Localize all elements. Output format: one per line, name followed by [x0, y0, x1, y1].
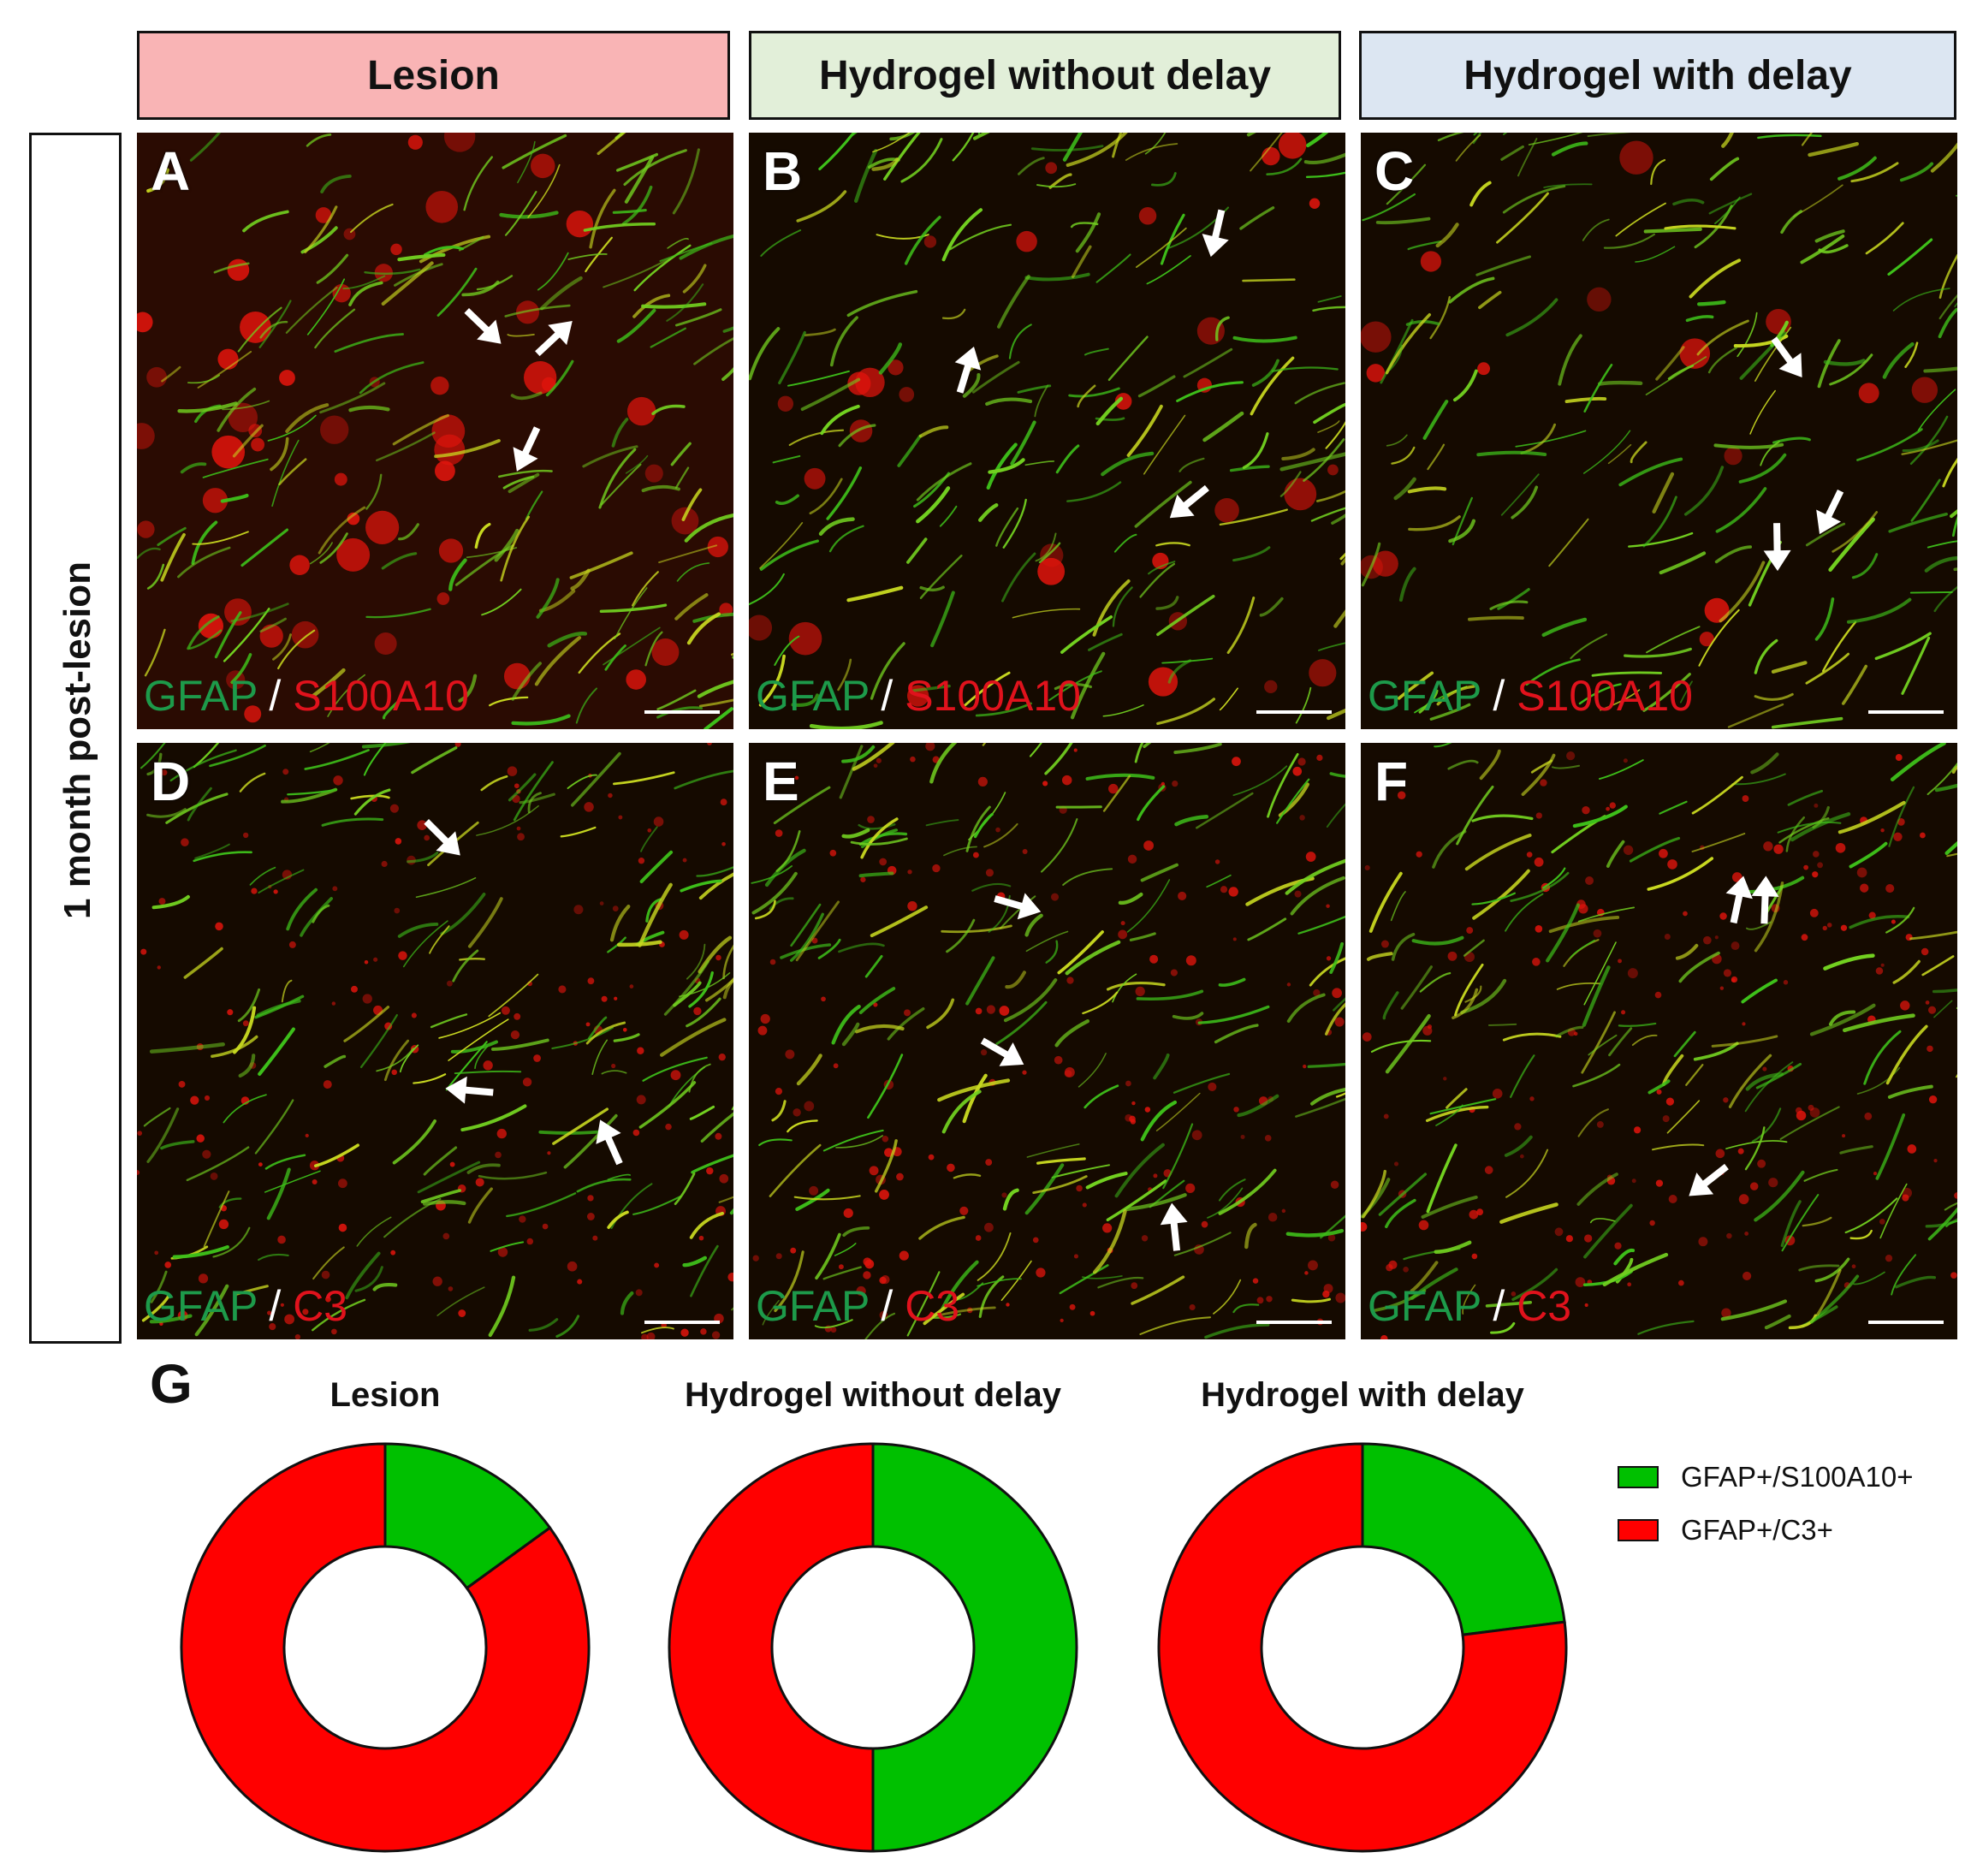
arrow-icon [1160, 1202, 1188, 1251]
donut-slice-c3 [180, 1442, 591, 1853]
arrow-icon [1689, 1163, 1729, 1196]
donut-chart-lesion [180, 1442, 591, 1853]
micrograph-image [137, 133, 733, 729]
donut-slice-c3 [1157, 1442, 1568, 1853]
arrow-icon [1763, 523, 1791, 572]
micrograph-panel-e: E GFAP / C3 [749, 743, 1345, 1339]
column-header-hydrogel-without-delay: Hydrogel without delay [749, 31, 1341, 120]
donut-title-hydrogel-with-delay: Hydrogel with delay [1201, 1376, 1524, 1414]
panel-letter: C [1374, 140, 1415, 202]
row-header-label: 1 month post-lesion [56, 561, 98, 919]
micrograph-image [137, 743, 733, 1339]
panel-letter: B [763, 140, 803, 202]
arrow-icon [980, 1037, 1024, 1066]
legend-item-s100a10: GFAP+/S100A10+ [1618, 1451, 1914, 1504]
micrograph-panel-f: F GFAP / C3 [1361, 743, 1957, 1339]
arrow-icon [1816, 489, 1844, 535]
donut-title-hydrogel-without-delay: Hydrogel without delay [684, 1376, 1062, 1414]
micrograph-panel-a: A GFAP / S100A10 [137, 133, 733, 729]
donut-slice-s100a10 [1361, 1442, 1566, 1636]
legend-swatch [1618, 1519, 1659, 1541]
arrow-icon [1771, 336, 1802, 378]
arrow-icon [596, 1119, 623, 1166]
chart-legend: GFAP+/S100A10+ GFAP+/C3+ [1618, 1451, 1914, 1557]
legend-swatch [1618, 1466, 1659, 1488]
micrograph-image [749, 133, 1345, 729]
arrow-icon [954, 347, 982, 394]
row-header: 1 month post-lesion [29, 133, 122, 1344]
scale-bar [644, 710, 720, 714]
arrow-icon [513, 426, 541, 472]
micrograph-panel-c: C GFAP / S100A10 [1361, 133, 1957, 729]
donut-chart-hydrogel-with-delay [1157, 1442, 1568, 1853]
arrow-icon [535, 321, 573, 357]
donut-slice-s100a10 [383, 1442, 552, 1590]
arrow-icon [1202, 209, 1229, 258]
arrow-icon [424, 819, 460, 856]
micrograph-panel-d: D GFAP / C3 [137, 743, 733, 1339]
scale-bar [644, 1321, 720, 1324]
donut-chart-hydrogel-without-delay [668, 1442, 1078, 1853]
arrow-icon [1169, 484, 1209, 519]
scale-bar [1256, 1321, 1332, 1324]
donut-slice-s100a10 [871, 1442, 1078, 1853]
legend-item-c3: GFAP+/C3+ [1618, 1504, 1914, 1557]
stain-label: GFAP / C3 [1368, 1282, 1572, 1330]
arrow-icon [994, 893, 1042, 920]
micrograph-panel-b: B GFAP / S100A10 [749, 133, 1345, 729]
scale-bar [1868, 710, 1944, 714]
stain-label: GFAP / S100A10 [1368, 672, 1693, 720]
column-header-hydrogel-with-delay: Hydrogel with delay [1359, 31, 1956, 120]
arrow-icon [464, 307, 502, 344]
panel-letter-g: G [150, 1353, 193, 1415]
donut-title-lesion: Lesion [330, 1376, 441, 1414]
stain-label: GFAP / S100A10 [144, 672, 469, 720]
stain-label: GFAP / C3 [144, 1282, 348, 1330]
arrow-icon [445, 1076, 494, 1104]
micrograph-image [1361, 743, 1957, 1339]
scale-bar [1868, 1321, 1944, 1324]
legend-label: GFAP+/S100A10+ [1681, 1461, 1914, 1493]
scale-bar [1256, 710, 1332, 714]
stain-label: GFAP / S100A10 [756, 672, 1081, 720]
panel-letter: D [151, 751, 191, 812]
stain-label: GFAP / C3 [756, 1282, 960, 1330]
micrograph-image [1361, 133, 1957, 729]
arrow-icon [1751, 876, 1779, 924]
panel-letter: E [763, 751, 799, 812]
legend-label: GFAP+/C3+ [1681, 1514, 1833, 1546]
donut-slice-c3 [668, 1442, 875, 1853]
arrow-icon [1725, 876, 1753, 924]
panel-letter: A [151, 140, 191, 202]
panel-letter: F [1374, 751, 1409, 812]
column-header-lesion: Lesion [137, 31, 730, 120]
micrograph-image [749, 743, 1345, 1339]
